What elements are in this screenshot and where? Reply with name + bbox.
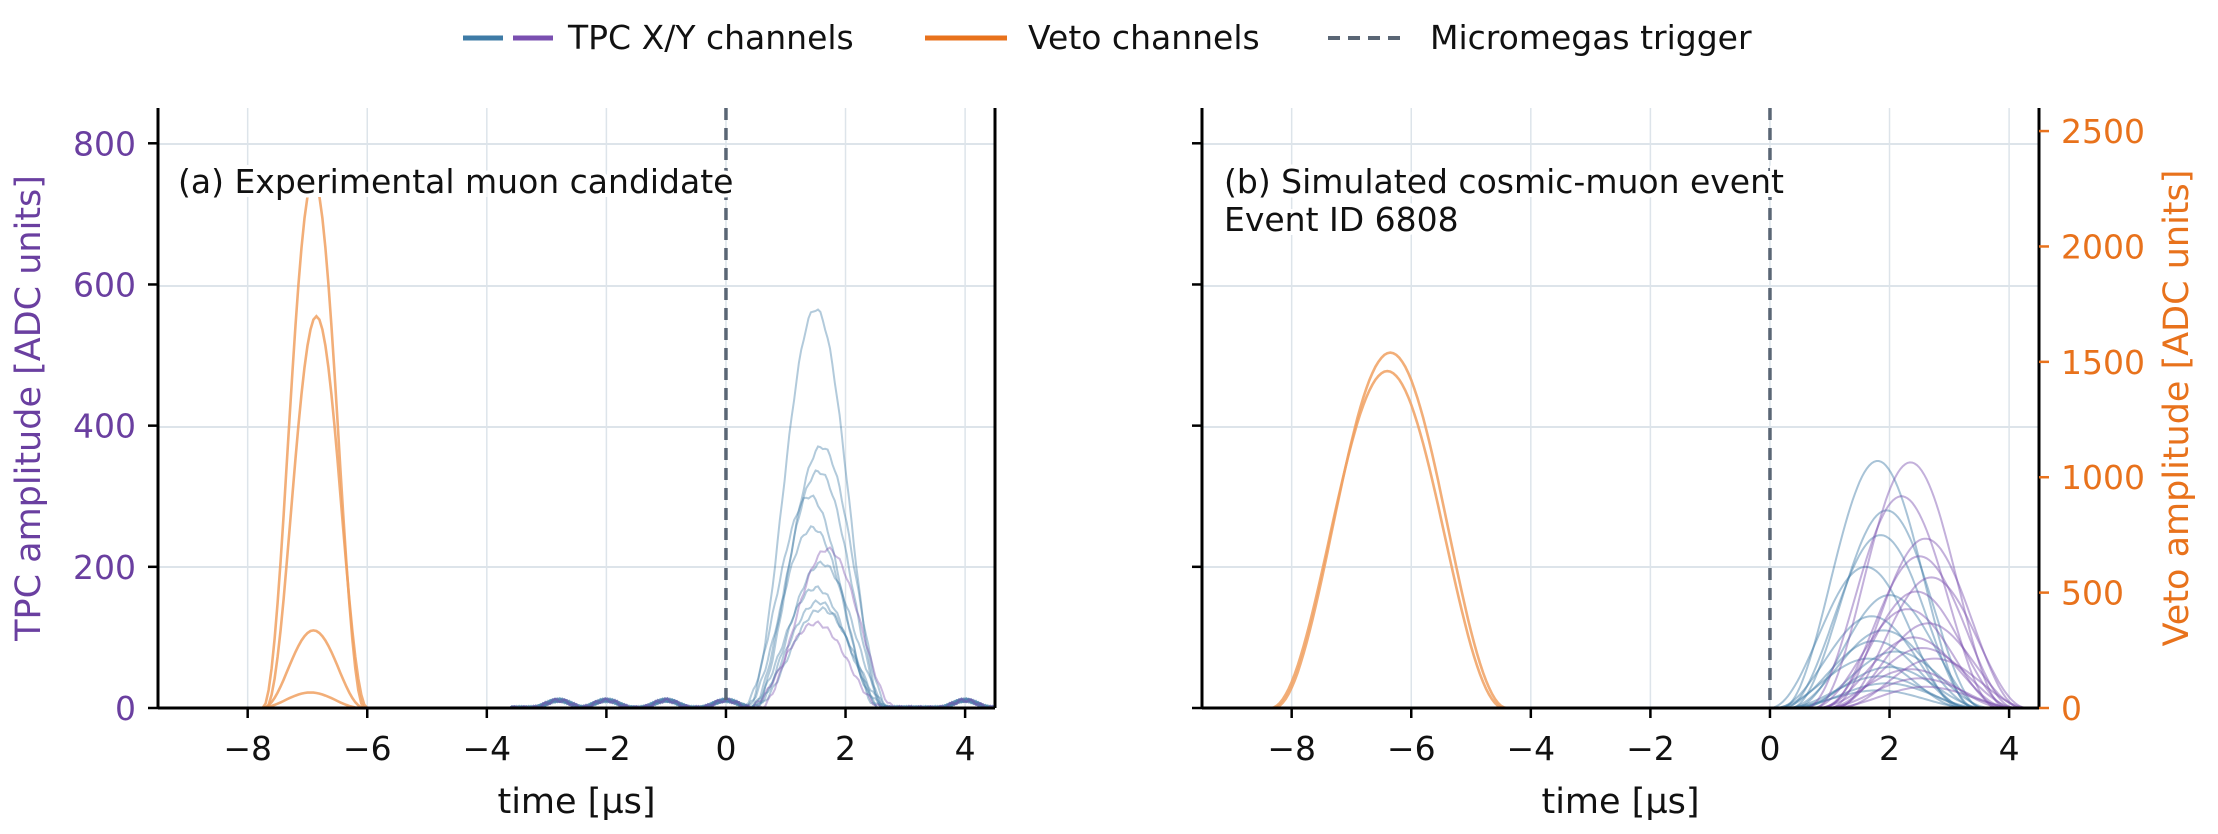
x-tick-label: −4 (462, 729, 511, 768)
tpc-y-series-line (1202, 461, 2039, 709)
x-tick-label: 4 (1999, 729, 2020, 768)
tpc-x-series-line (1202, 460, 2039, 709)
x-tick-label: −8 (1267, 729, 1316, 768)
tpc-x-series-line (1202, 689, 2039, 709)
tpc-y-series-line (1202, 537, 2039, 709)
legend-item-1: Veto channels (925, 18, 1260, 57)
legend-label: Micromegas trigger (1430, 18, 1752, 57)
x-axis-label: time [µs] (1541, 782, 1699, 822)
x-tick-label: 2 (1879, 729, 1900, 768)
annotation-line: (a) Experimental muon candidate (178, 162, 733, 201)
y-right-tick-label: 2500 (2061, 112, 2145, 151)
annotation-line: (b) Simulated cosmic-muon event (1224, 162, 1784, 201)
y-tick-label: 0 (115, 689, 136, 728)
y-tick-label: 800 (73, 124, 136, 163)
legend-item-0: TPC X/Y channels (463, 18, 854, 57)
x-tick-label: −6 (1387, 729, 1436, 768)
annotation-line: Event ID 6808 (1224, 200, 1459, 239)
y-right-tick-label: 1500 (2061, 343, 2145, 382)
tpc-x-series-line (1202, 615, 2039, 709)
panel-a-experimental: (a) Experimental muon candidate −8 −6 −4 −2 0… (9, 108, 997, 822)
y-right-tick-label: 500 (2061, 574, 2124, 613)
legend: TPC X/Y channels Veto channels Micromegas … (463, 18, 1752, 57)
veto-series-line (158, 176, 995, 710)
x-tick-label: 0 (715, 729, 736, 768)
tpc-x-series-line (1202, 639, 2039, 709)
tpc-y-series-line (1202, 495, 2039, 709)
x-tick-label: 0 (1759, 729, 1780, 768)
x-axis-label: time [µs] (497, 782, 655, 822)
tpc-x-series-line (158, 560, 996, 710)
x-tick-label: 2 (835, 729, 856, 768)
panel-annotation: (a) Experimental muon candidate (174, 158, 737, 205)
y-tick-label: 400 (73, 407, 136, 446)
y-tick-label: 600 (73, 265, 136, 304)
tpc-y-series-line (1202, 677, 2039, 709)
legend-label: TPC X/Y channels (567, 18, 854, 57)
legend-label: Veto channels (1028, 18, 1260, 57)
x-tick-label: −4 (1506, 729, 1555, 768)
x-tick-label: −2 (1626, 729, 1675, 768)
y-right-axis-label: Veto amplitude [ADC units] (2157, 170, 2197, 647)
x-tick-label: −8 (223, 729, 272, 768)
y-axis-label: TPC amplitude [ADC units] (9, 175, 49, 642)
y-right-tick-label: 1000 (2061, 458, 2145, 497)
tpc-y-series-line (1202, 685, 2039, 709)
x-tick-label: −2 (582, 729, 631, 768)
legend-item-2: Micromegas trigger (1328, 18, 1752, 57)
y-right-tick-label: 2000 (2061, 227, 2145, 266)
y-tick-label: 200 (73, 548, 136, 587)
x-tick-label: −6 (343, 729, 392, 768)
y-right-tick-label: 0 (2061, 689, 2082, 728)
tpc-y-series-line (1202, 608, 2039, 709)
x-tick-label: 4 (955, 729, 976, 768)
tpc-y-series-line (158, 546, 996, 710)
